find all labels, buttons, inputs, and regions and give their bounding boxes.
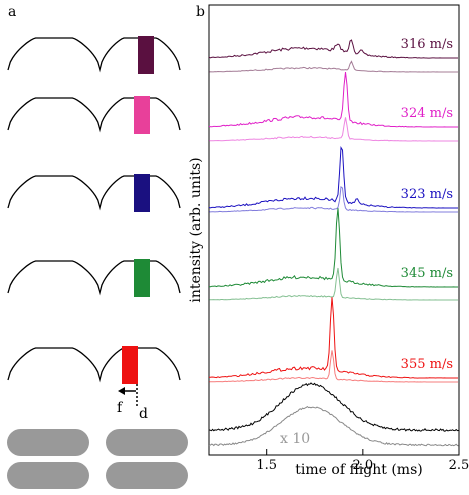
potential-curve [7,260,181,296]
tof-trace-simulated [208,185,458,213]
velocity-label: 355 m/s [401,357,453,372]
electrode-bottom-left [7,462,89,489]
molecule-packet [134,96,150,134]
electrode-top-right [106,429,188,456]
panel-b: 1.5 2.0 2.5 316 m/s 324 m/s 323 m/s 345 m/s 35… [188,4,469,478]
y-axis-label: intensity (arb. units) [188,157,204,302]
electrodes [7,429,188,489]
tof-trace-measured [208,208,458,288]
velocity-label: 345 m/s [401,266,453,281]
d-label: d [139,406,148,422]
electrode-bottom-right [106,462,188,489]
velocity-label: 323 m/s [401,187,453,202]
x-tick-label: 2.0 [353,458,374,473]
tof-trace-measured [208,39,458,59]
trace-2: 324 m/s [208,72,458,142]
free-flight-trace [208,382,459,432]
molecule-packet [122,346,138,384]
tof-trace-simulated [208,60,458,73]
traces: 316 m/s 324 m/s 323 m/s 345 m/s 355 m/s [208,37,459,447]
potential-curve [7,97,181,133]
tof-trace-measured [209,297,458,379]
tof-trace-simulated [209,117,458,142]
tof-trace-simulated [209,267,458,301]
velocity-label: 324 m/s [401,106,453,121]
trap-row-1 [7,36,181,74]
trap-row-2 [7,96,181,134]
plot-frame [208,4,460,456]
molecule-packet [134,174,150,212]
trap-row-3 [7,174,181,212]
free-flight-trace-scaled [208,405,459,447]
x-axis-label: time of flight (ms) [295,462,422,478]
f-label: f [117,400,124,416]
trace-5: 355 m/s [208,297,458,383]
scale-annotation: x 10 [280,431,310,447]
trace-3: 323 m/s [208,146,458,213]
trace-4: 345 m/s [208,208,458,301]
panel-a-label: a [8,4,16,20]
molecule-packet [138,36,154,74]
tof-trace-measured [208,146,458,209]
tof-trace-measured [208,72,458,128]
potential-curve [7,37,181,73]
electrode-top-left [7,429,89,456]
f-d-annotation: f d [117,384,148,422]
panel-b-label: b [196,4,205,20]
potential-curve [7,347,181,383]
panel-a [7,36,181,384]
f-arrow-head [118,387,125,395]
molecule-packet [134,259,150,297]
trace-1: 316 m/s [208,37,458,73]
x-tick-label: 1.5 [256,458,277,473]
trace-6 [208,382,459,447]
velocity-label: 316 m/s [401,37,453,52]
tof-trace-simulated [208,350,458,383]
potential-curve [7,175,181,211]
x-tick-label: 2.5 [449,458,469,473]
x-ticks: 1.5 2.0 2.5 [256,449,469,473]
trap-row-4 [7,259,181,297]
trap-row-5 [7,346,181,384]
